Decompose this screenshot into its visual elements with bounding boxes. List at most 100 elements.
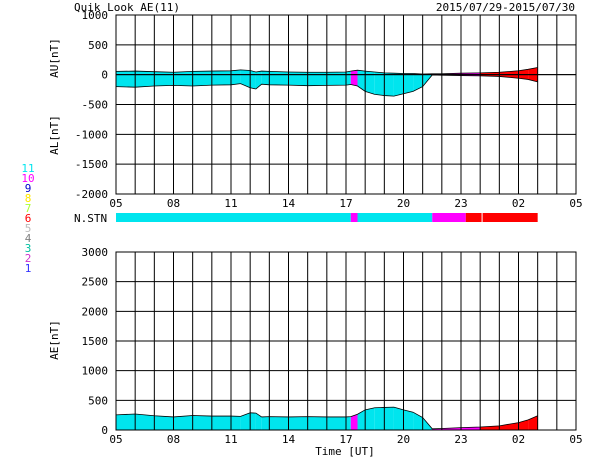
- area-fill-segment: [403, 73, 414, 94]
- area-fill-segment: [154, 415, 174, 430]
- x-tick-label: 17: [339, 433, 352, 446]
- x-tick-label: 08: [167, 197, 180, 210]
- x-tick-label: 02: [512, 197, 525, 210]
- x-tick-label: 05: [109, 197, 122, 210]
- area-fill-segment: [326, 71, 346, 86]
- area-fill-segment: [269, 416, 289, 430]
- y-tick-label: -2000: [75, 188, 108, 201]
- x-tick-label: 14: [282, 433, 296, 446]
- area-fill-segment: [255, 71, 262, 89]
- y-tick-label: 500: [88, 39, 108, 52]
- area-fill-segment: [240, 412, 251, 430]
- y-tick-label: -1500: [75, 158, 108, 171]
- area-fill-segment: [384, 72, 394, 97]
- area-fill-segment: [357, 409, 366, 430]
- y-tick-label: 1000: [82, 9, 109, 22]
- area-fill-segment: [518, 419, 529, 430]
- area-fill-segment: [192, 71, 212, 87]
- area-fill-segment: [393, 407, 404, 430]
- station-legend-entry: 3: [25, 242, 32, 255]
- area-fill-segment: [350, 70, 358, 87]
- area-fill-segment: [261, 416, 270, 430]
- x-tick-label: 05: [109, 433, 122, 446]
- station-legend-entry: 4: [25, 232, 32, 245]
- station-legend-entry: 2: [25, 252, 32, 265]
- area-fill-segment: [116, 413, 136, 430]
- area-fill-segment: [269, 71, 289, 86]
- x-tick-label: 11: [224, 433, 237, 446]
- area-fill-segment: [288, 71, 308, 86]
- y-tick-label: 2000: [82, 305, 109, 318]
- area-fill-segment: [350, 414, 358, 430]
- chart-title: Quik Look AE(11): [74, 1, 180, 14]
- area-fill-segment: [288, 416, 308, 430]
- plot-frame: [115, 14, 577, 195]
- area-fill-segment: [173, 71, 193, 87]
- area-fill-segment: [346, 416, 351, 430]
- area-fill-segment: [528, 415, 538, 430]
- time-axis-label: Time [UT]: [315, 445, 375, 458]
- area-fill-segment: [403, 409, 414, 430]
- area-fill-segment: [393, 73, 404, 97]
- area-fill-segment: [374, 71, 385, 96]
- station-bar-segment: [116, 213, 351, 222]
- area-fill-segment: [173, 415, 193, 430]
- x-tick-label: 14: [282, 197, 296, 210]
- area-fill-segment: [116, 71, 136, 88]
- y-tick-label: -500: [82, 99, 109, 112]
- station-bar-segment: [465, 213, 483, 222]
- ae-axis-label: AE[nT]: [48, 320, 61, 360]
- area-fill-segment: [211, 416, 231, 430]
- x-tick-label: 17: [339, 197, 352, 210]
- y-tick-label: 500: [88, 394, 108, 407]
- x-tick-label: 23: [454, 197, 467, 210]
- area-fill-segment: [192, 415, 212, 430]
- area-fill-segment: [250, 412, 256, 430]
- station-bar-segment: [350, 213, 358, 222]
- station-bar-segment: [482, 213, 538, 222]
- area-fill-segment: [135, 71, 155, 88]
- area-fill-segment: [326, 416, 346, 430]
- area-fill-segment: [499, 422, 519, 430]
- y-tick-label: 1500: [82, 335, 109, 348]
- area-fill-segment: [374, 407, 385, 430]
- station-bar-segment: [432, 213, 466, 222]
- x-tick-label: 23: [454, 433, 467, 446]
- station-legend-entry: 8: [25, 192, 32, 205]
- area-fill-segment: [307, 72, 327, 86]
- area-fill-segment: [307, 416, 327, 430]
- area-fill-segment: [346, 71, 351, 86]
- area-fill-segment: [384, 407, 394, 430]
- x-tick-label: 02: [512, 433, 525, 446]
- x-tick-label: 20: [397, 433, 410, 446]
- area-fill-segment: [211, 70, 231, 86]
- y-tick-label: 1000: [82, 365, 109, 378]
- station-legend-entry: 1: [25, 262, 32, 275]
- station-legend-entry: 11: [21, 162, 34, 175]
- x-tick-label: 20: [397, 197, 410, 210]
- x-tick-label: 05: [569, 433, 582, 446]
- area-fill-segment: [240, 69, 251, 88]
- y-tick-label: 0: [101, 424, 108, 437]
- series-line: [115, 67, 538, 75]
- area-fill-segment: [154, 71, 174, 87]
- station-legend-entry: 9: [25, 182, 32, 195]
- station-legend-entry: 5: [25, 222, 32, 235]
- station-count-panel: [116, 213, 538, 222]
- station-bar-label: N.STN: [74, 212, 107, 225]
- date-range: 2015/07/29-2015/07/30: [436, 1, 575, 14]
- area-fill-segment: [255, 413, 262, 430]
- y-tick-label: 0: [101, 69, 108, 82]
- station-bar-segment: [357, 213, 433, 222]
- x-tick-label: 11: [224, 197, 237, 210]
- au-axis-label: AU[nT]: [48, 38, 61, 78]
- station-legend-entry: 7: [25, 202, 32, 215]
- plot-frame: [115, 251, 577, 431]
- area-fill-segment: [231, 69, 241, 85]
- x-tick-label: 05: [569, 197, 582, 210]
- x-tick-label: 08: [167, 433, 180, 446]
